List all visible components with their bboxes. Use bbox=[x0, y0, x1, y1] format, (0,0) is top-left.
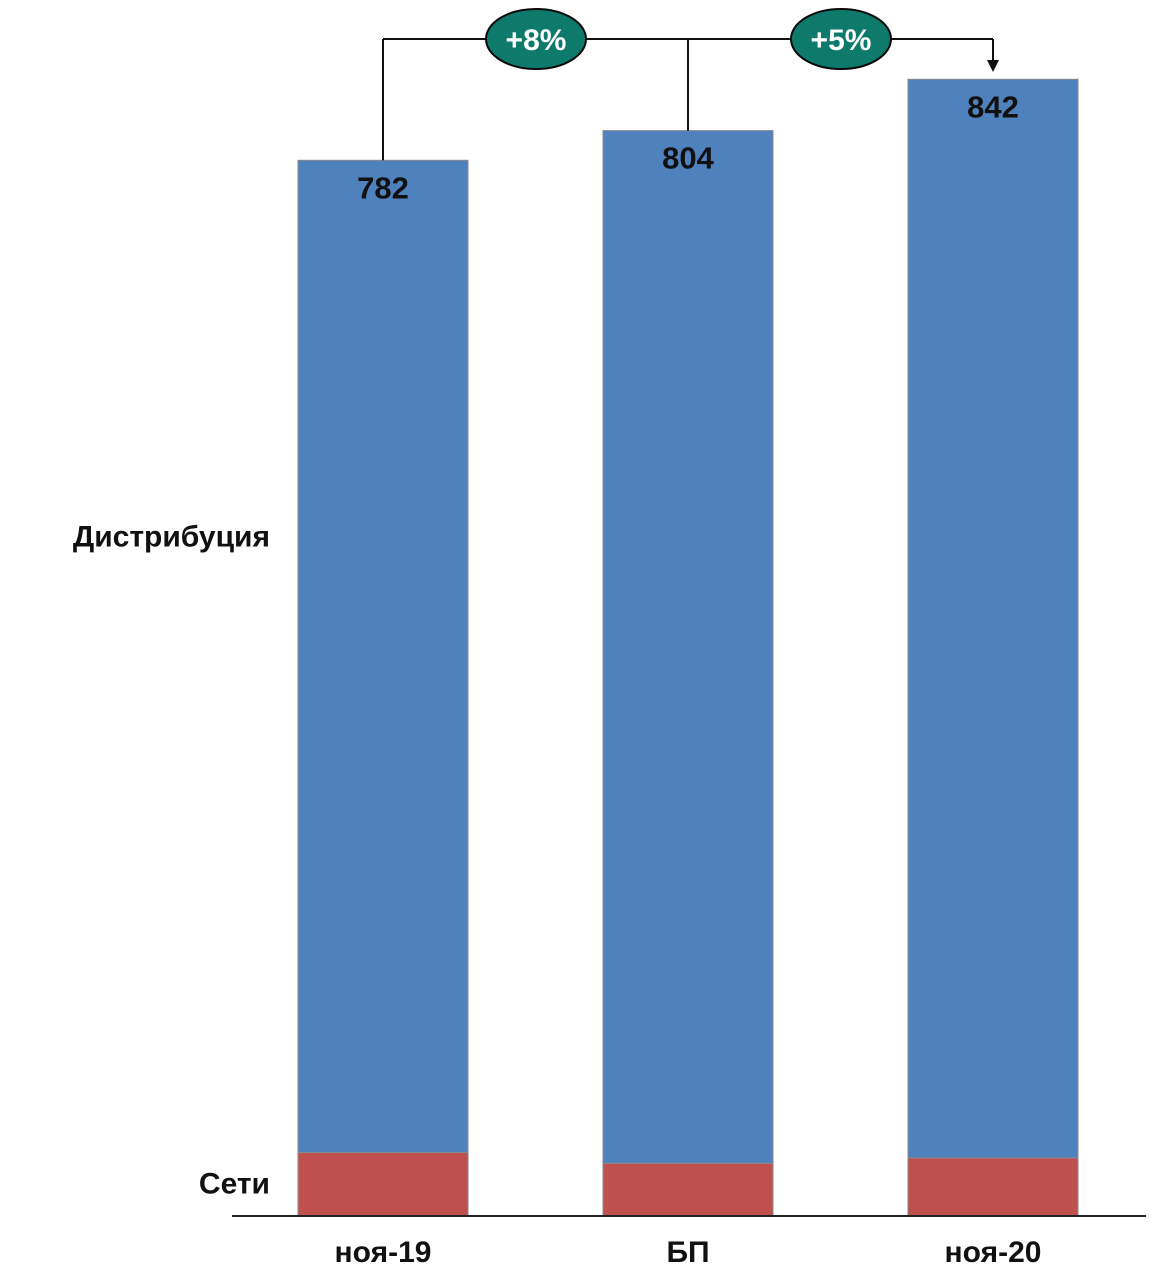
total-data-label: 782 bbox=[357, 170, 409, 205]
total-data-label: 842 bbox=[967, 89, 1019, 124]
bar-distribution-0 bbox=[297, 159, 469, 1154]
growth-connectors: +8% +5% bbox=[382, 8, 999, 161]
arrow-head bbox=[987, 60, 999, 72]
total-data-label: 804 bbox=[662, 141, 714, 176]
x-tick-label: ноя-20 bbox=[945, 1236, 1042, 1269]
series-label-distribution: Дистрибуция bbox=[73, 520, 270, 553]
growth-bubble-1 bbox=[790, 8, 892, 70]
growth-bubble-0 bbox=[485, 8, 587, 70]
growth-bubble-label: +5% bbox=[811, 24, 872, 57]
bar-seti-0 bbox=[297, 1152, 469, 1217]
growth-bubble-label: +8% bbox=[506, 24, 567, 57]
series-label-seti: Сети bbox=[199, 1167, 270, 1200]
bar-seti-2 bbox=[907, 1157, 1079, 1217]
bar-distribution-2 bbox=[907, 78, 1079, 1159]
bar-seti-1 bbox=[602, 1162, 774, 1217]
x-tick-label: БП bbox=[666, 1236, 709, 1269]
x-tick-label: ноя-19 bbox=[335, 1236, 432, 1269]
labels-layer: ноя-19 782 БП 804 ноя-20 842 Сети Дистрибуция bbox=[73, 89, 1042, 1269]
bar-distribution-1 bbox=[602, 130, 774, 1164]
bars-layer bbox=[297, 78, 1079, 1217]
